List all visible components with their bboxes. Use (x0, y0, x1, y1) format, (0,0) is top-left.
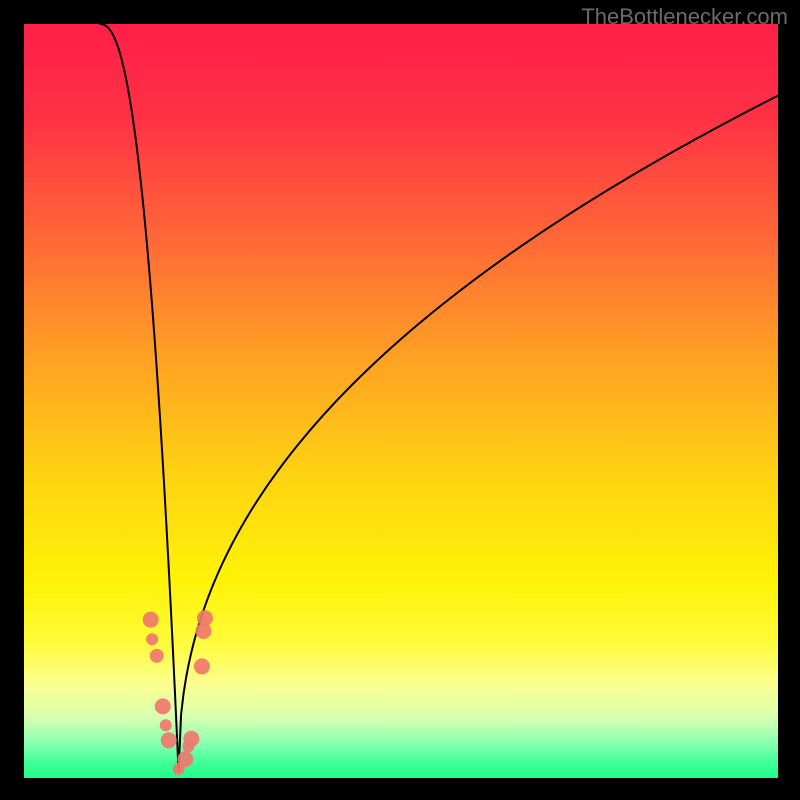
scatter-marker (161, 732, 177, 748)
scatter-marker (146, 633, 158, 645)
scatter-marker (155, 698, 171, 714)
scatter-marker (160, 719, 172, 731)
plot-area (24, 24, 778, 778)
scatter-marker (143, 612, 159, 628)
scatter-marker (194, 658, 210, 674)
watermark-text: TheBottlenecker.com (581, 4, 788, 30)
scatter-marker (150, 649, 164, 663)
scatter-marker (182, 740, 194, 752)
bottleneck-curve (24, 24, 778, 778)
scatter-marker (177, 751, 193, 767)
scatter-marker (197, 610, 213, 626)
